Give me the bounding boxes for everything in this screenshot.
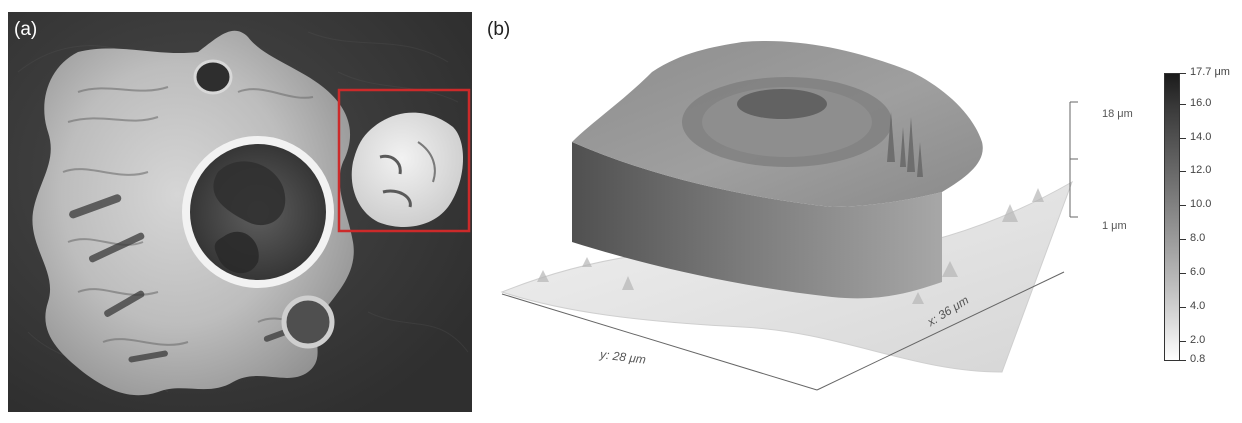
colorbar-tick-2: 2.0 (1190, 335, 1205, 346)
colorbar-tick-16: 16.0 (1190, 98, 1211, 109)
colorbar-tick-10: 10.0 (1190, 199, 1211, 210)
surface-3d-plot (482, 12, 1082, 412)
panel-a-label: (a) (14, 20, 37, 39)
colorbar-tick-0-8: 0.8 (1190, 354, 1205, 365)
colorbar-tick-4: 4.0 (1190, 301, 1205, 312)
panel-b-label: (b) (487, 20, 510, 39)
terrace-inner (737, 89, 827, 119)
surface-3d-panel (482, 12, 1082, 412)
lower-pit (284, 298, 332, 346)
z-axis-top-label: 18 μm (1102, 108, 1133, 120)
top-pit (195, 61, 231, 93)
colorbar-tick-6: 6.0 (1190, 267, 1205, 278)
z-axis-bottom-label: 1 μm (1102, 220, 1127, 232)
colorbar-top-label: 17.7 μm (1190, 67, 1230, 78)
colorbar-tick-8: 8.0 (1190, 233, 1205, 244)
height-colorbar (1164, 73, 1180, 361)
sem-image-panel (8, 12, 472, 412)
sem-image (8, 12, 472, 412)
colorbar-tick-14: 14.0 (1190, 132, 1211, 143)
colorbar-tick-12: 12.0 (1190, 165, 1211, 176)
